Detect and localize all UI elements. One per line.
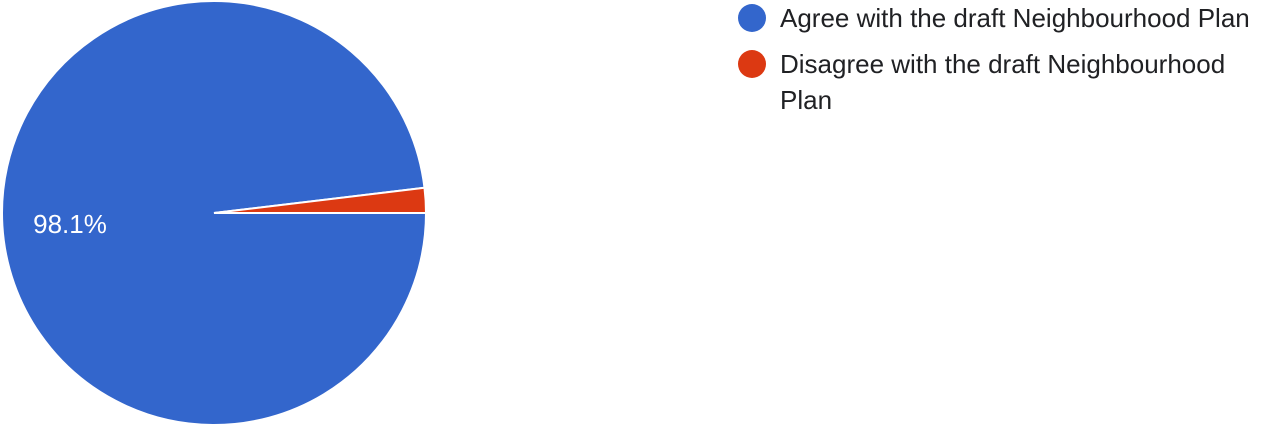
legend-item-disagree: Disagree with the draft Neighbourhood Pl… — [738, 46, 1258, 118]
chart-legend: Agree with the draft Neighbourhood Plan … — [738, 0, 1258, 128]
slice-label-agree: 98.1% — [33, 209, 107, 239]
legend-swatch-agree — [738, 4, 766, 32]
pie-chart-svg: 98.1% — [1, 0, 428, 424]
legend-label-agree: Agree with the draft Neighbourhood Plan — [780, 3, 1250, 33]
pie-slice-disagree — [213, 186, 428, 214]
pie-chart: 98.1% — [1, 0, 428, 424]
legend-swatch-disagree — [738, 50, 766, 78]
legend-item-agree: Agree with the draft Neighbourhood Plan — [738, 0, 1258, 36]
legend-label-disagree: Disagree with the draft Neighbourhood Pl… — [780, 49, 1226, 115]
